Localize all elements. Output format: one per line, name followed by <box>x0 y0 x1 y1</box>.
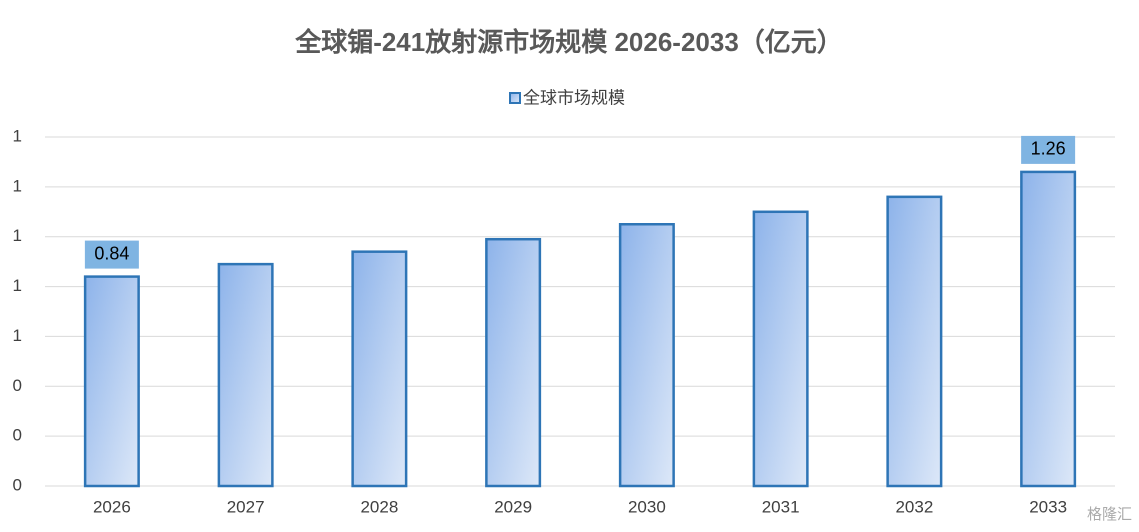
data-label: 0.84 <box>94 243 129 263</box>
legend-label: 全球市场规模 <box>523 88 625 107</box>
x-tick-label: 2029 <box>494 497 532 516</box>
y-tick-label: 1 <box>13 176 22 195</box>
bar <box>886 195 943 488</box>
y-tick-label: 1 <box>13 226 22 245</box>
watermark: 格隆汇 <box>1087 506 1132 523</box>
x-tick-label: 2033 <box>1029 497 1067 516</box>
x-tick-label: 2027 <box>227 497 265 516</box>
bar <box>485 237 542 488</box>
bar <box>618 223 675 488</box>
x-tick-label: 2032 <box>895 497 933 516</box>
x-tick-label: 2028 <box>360 497 398 516</box>
bar <box>752 210 809 488</box>
data-label-box <box>84 240 139 269</box>
chart-title: 全球镅-241放射源市场规模 2026-2033（亿元） <box>294 27 843 57</box>
y-tick-label: 0 <box>13 426 22 445</box>
x-tick-label: 2030 <box>628 497 666 516</box>
y-tick-label: 0 <box>13 475 22 494</box>
data-label-box <box>1021 135 1076 164</box>
y-tick-label: 1 <box>13 326 22 345</box>
bar <box>217 262 274 488</box>
y-tick-label: 1 <box>13 126 22 145</box>
bar <box>351 250 408 488</box>
x-tick-label: 2026 <box>93 497 131 516</box>
y-tick-label: 0 <box>13 376 22 395</box>
data-label: 1.26 <box>1031 139 1066 159</box>
bar <box>83 275 140 488</box>
legend-swatch <box>509 92 521 104</box>
y-tick-label: 1 <box>13 276 22 295</box>
x-tick-label: 2031 <box>762 497 800 516</box>
bar <box>1020 170 1077 488</box>
